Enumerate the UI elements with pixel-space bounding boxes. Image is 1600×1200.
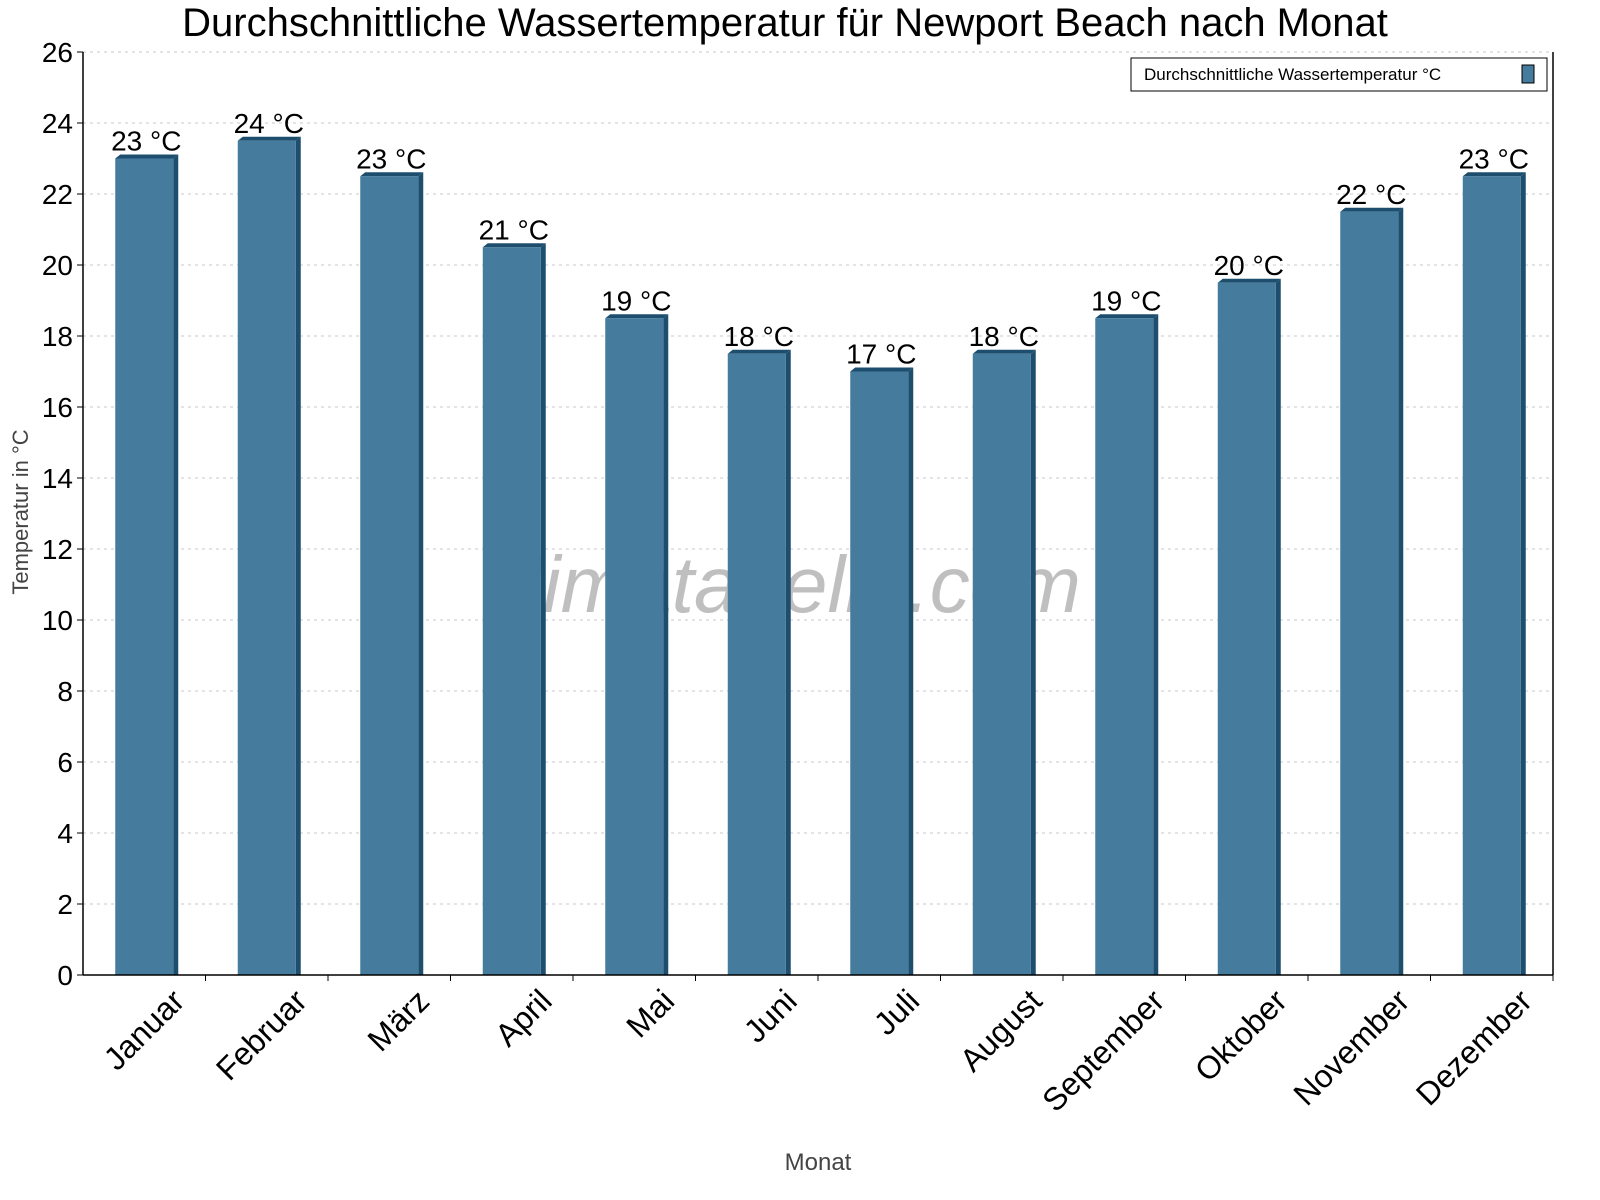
bar-side — [908, 367, 914, 975]
y-tick-label: 12 — [42, 534, 73, 565]
y-tick-label: 16 — [42, 392, 73, 423]
bar-side — [1520, 172, 1526, 975]
bar — [1340, 211, 1399, 975]
data-label: 24 °C — [234, 108, 304, 139]
bar — [605, 318, 664, 975]
y-axis-label: Temperatur in °C — [8, 429, 33, 594]
y-tick-label: 18 — [42, 321, 73, 352]
x-tick-label: März — [360, 982, 436, 1058]
legend: Durchschnittliche Wassertemperatur °C — [1130, 57, 1548, 92]
x-tick-label: Juni — [737, 982, 804, 1049]
bar-top — [482, 243, 546, 248]
bar-side — [418, 172, 424, 975]
bar-side — [1275, 278, 1281, 975]
legend-label: Durchschnittliche Wassertemperatur °C — [1144, 65, 1441, 84]
bar-side — [173, 154, 179, 975]
y-tick-label: 14 — [42, 463, 73, 494]
x-tick-label: Januar — [97, 982, 192, 1077]
x-tick-label: September — [1035, 982, 1171, 1118]
bar — [850, 371, 909, 975]
bar-top — [1462, 172, 1526, 177]
data-label: 23 °C — [111, 126, 181, 157]
x-tick-label: August — [953, 982, 1049, 1078]
y-tick-label: 4 — [57, 818, 73, 849]
bar-top — [972, 349, 1036, 354]
bar-side — [1030, 349, 1036, 975]
y-tick-label: 22 — [42, 179, 73, 210]
bar-side — [785, 349, 791, 975]
bar-top — [605, 314, 669, 319]
x-tick-label: Mai — [619, 982, 681, 1044]
x-tick-label: April — [488, 982, 559, 1053]
bar — [482, 247, 541, 975]
bar — [115, 158, 174, 975]
x-axis-label: Monat — [785, 1149, 852, 1176]
bar — [1095, 318, 1154, 975]
data-label: 17 °C — [846, 339, 916, 370]
x-tick-label: Juli — [867, 982, 926, 1041]
bar — [237, 140, 296, 975]
y-tick-label: 20 — [42, 250, 73, 281]
x-tick-label: November — [1286, 982, 1416, 1112]
bar — [972, 353, 1031, 975]
bar-side — [540, 243, 546, 975]
data-label: 21 °C — [479, 214, 549, 245]
y-tick-label: 2 — [57, 889, 73, 920]
bar — [727, 353, 786, 975]
data-label: 20 °C — [1214, 250, 1284, 281]
legend-swatch — [1521, 64, 1535, 84]
data-label: 18 °C — [969, 321, 1039, 352]
x-tick-label: Oktober — [1188, 982, 1294, 1088]
data-label: 19 °C — [601, 285, 671, 316]
bar-top — [115, 154, 179, 159]
bar-top — [1340, 207, 1404, 212]
data-label: 23 °C — [1459, 143, 1529, 174]
x-tick-label: Dezember — [1409, 982, 1539, 1112]
bar-side — [663, 314, 669, 975]
y-tick-label: 0 — [57, 960, 73, 991]
bar-side — [1153, 314, 1159, 975]
y-tick-label: 24 — [42, 108, 73, 139]
bar-side — [295, 136, 301, 975]
bar-top — [1217, 278, 1281, 283]
bar-top — [237, 136, 301, 141]
bar-top — [1095, 314, 1159, 319]
data-label: 23 °C — [356, 143, 426, 174]
bar-top — [850, 367, 914, 372]
bar — [360, 176, 419, 975]
bar-top — [360, 172, 424, 177]
x-tick-label: Februar — [209, 982, 314, 1087]
data-label: 19 °C — [1091, 285, 1161, 316]
data-label: 22 °C — [1336, 179, 1406, 210]
chart-title: Durchschnittliche Wassertemperatur für N… — [182, 1, 1388, 45]
bar — [1462, 176, 1521, 975]
bar-side — [1398, 207, 1404, 975]
bar — [1217, 282, 1276, 975]
y-tick-label: 26 — [42, 37, 73, 68]
y-tick-label: 6 — [57, 747, 73, 778]
y-tick-label: 8 — [57, 676, 73, 707]
gridlines — [83, 51, 1553, 905]
data-label: 18 °C — [724, 321, 794, 352]
bars: 23 °C 24 °C 23 °C 21 °C 19 °C 18 °C 17 °C 18 °C… — [111, 108, 1529, 975]
y-tick-label: 10 — [42, 605, 73, 636]
bar-top — [727, 349, 791, 354]
